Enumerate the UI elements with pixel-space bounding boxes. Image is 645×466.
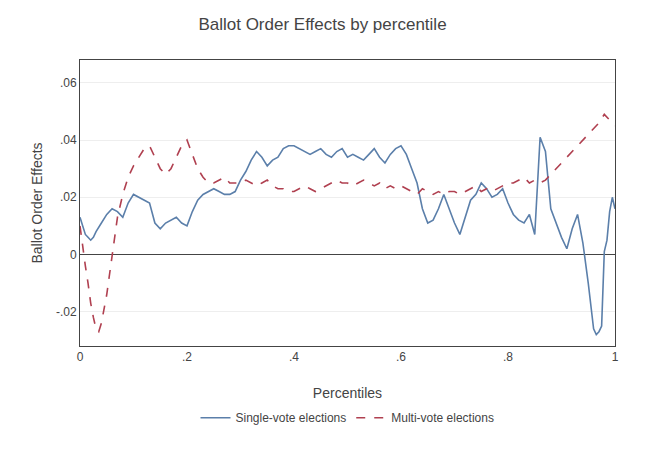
- svg-text:Multi-vote elections: Multi-vote elections: [391, 411, 494, 425]
- svg-text:0: 0: [70, 248, 77, 262]
- svg-text:Ballot Order Effects by percen: Ballot Order Effects by percentile: [198, 15, 446, 34]
- svg-text:.2: .2: [182, 350, 192, 364]
- svg-text:Percentiles: Percentiles: [313, 385, 382, 401]
- svg-text:.6: .6: [396, 350, 406, 364]
- svg-text:1: 1: [612, 350, 619, 364]
- svg-text:Single-vote elections: Single-vote elections: [236, 411, 347, 425]
- svg-text:.4: .4: [289, 350, 299, 364]
- svg-text:-.02: -.02: [56, 305, 77, 319]
- svg-text:.02: .02: [60, 190, 77, 204]
- svg-text:.06: .06: [60, 76, 77, 90]
- svg-text:0: 0: [77, 350, 84, 364]
- svg-text:.04: .04: [60, 133, 77, 147]
- svg-text:.8: .8: [503, 350, 513, 364]
- svg-text:Ballot Order Effects: Ballot Order Effects: [29, 142, 45, 263]
